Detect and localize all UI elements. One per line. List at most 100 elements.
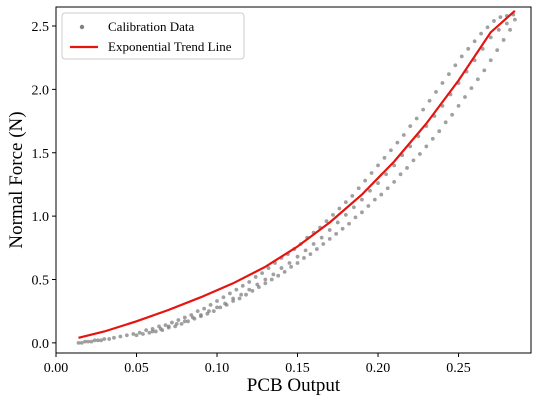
- data-point: [459, 54, 464, 59]
- data-point: [244, 292, 248, 297]
- data-point: [366, 204, 371, 208]
- data-point: [314, 247, 319, 251]
- x-tick-label: 0.15: [285, 361, 310, 376]
- data-point: [176, 318, 181, 322]
- data-point: [385, 186, 390, 191]
- data-point: [512, 17, 517, 22]
- data-point: [335, 220, 340, 225]
- legend-label-trend: Exponential Trend Line: [108, 39, 232, 54]
- data-point: [480, 46, 485, 51]
- data-point: [295, 261, 300, 265]
- data-point: [372, 197, 377, 202]
- data-point: [137, 330, 142, 335]
- data-point: [450, 112, 455, 117]
- data-point: [263, 277, 268, 282]
- data-point: [302, 256, 306, 260]
- data-point: [102, 337, 107, 341]
- data-point: [443, 120, 448, 125]
- data-point: [215, 299, 219, 303]
- y-tick-label: 2.0: [32, 83, 50, 98]
- data-point: [240, 283, 245, 288]
- data-point: [411, 158, 416, 163]
- data-point: [199, 313, 203, 317]
- axes-frame: [55, 6, 532, 354]
- data-point: [83, 339, 87, 344]
- legend-label-calibration: Calibration Data: [108, 19, 195, 34]
- data-point: [247, 280, 252, 284]
- data-point: [79, 340, 84, 345]
- data-point: [92, 338, 97, 343]
- data-point: [360, 197, 364, 202]
- data-point: [231, 296, 236, 301]
- data-point: [504, 21, 509, 26]
- data-point: [343, 212, 348, 217]
- data-point: [279, 266, 284, 270]
- data-point: [496, 27, 501, 32]
- data-point: [475, 77, 480, 82]
- data-point: [408, 144, 413, 149]
- data-point: [360, 210, 364, 215]
- data-point: [247, 287, 252, 292]
- data-point: [144, 328, 149, 333]
- data-point: [392, 180, 397, 184]
- x-tick-label: 0.05: [124, 361, 149, 376]
- data-point: [321, 242, 326, 246]
- data-point: [434, 90, 438, 94]
- data-point: [508, 27, 512, 32]
- data-point: [340, 226, 345, 231]
- data-point: [239, 292, 244, 297]
- y-tick-label: 2.5: [32, 20, 50, 35]
- plot-area: [76, 9, 517, 345]
- data-point: [163, 323, 168, 328]
- data-point: [150, 329, 155, 334]
- data-point: [417, 152, 422, 156]
- data-point: [211, 309, 216, 314]
- data-point: [89, 339, 94, 344]
- data-point: [289, 264, 293, 269]
- data-point: [482, 68, 487, 73]
- data-point: [327, 237, 332, 241]
- data-point: [269, 277, 274, 282]
- data-point: [179, 321, 184, 326]
- data-point: [495, 48, 500, 52]
- data-point: [319, 235, 324, 240]
- data-point: [456, 103, 461, 108]
- data-point: [234, 287, 239, 292]
- data-point: [295, 254, 300, 259]
- data-point: [327, 228, 332, 232]
- legend-box: [61, 12, 245, 60]
- data-point: [223, 301, 227, 306]
- data-point: [250, 288, 255, 293]
- data-point: [488, 58, 493, 63]
- trend-line: [78, 9, 516, 339]
- data-point: [237, 296, 242, 301]
- data-point: [351, 205, 356, 210]
- data-point: [253, 275, 258, 279]
- data-point: [427, 98, 432, 103]
- data-point: [124, 333, 129, 338]
- legend-marker-calibration: [79, 24, 85, 30]
- data-point: [182, 319, 187, 324]
- data-point: [463, 95, 467, 99]
- data-point: [271, 272, 276, 277]
- data-point: [334, 231, 339, 236]
- data-point: [207, 309, 211, 314]
- data-point: [424, 144, 429, 149]
- data-point: [472, 39, 477, 44]
- data-point: [384, 172, 388, 177]
- data-point: [134, 333, 139, 338]
- data-point: [398, 172, 403, 177]
- x-tick-label: 0.10: [205, 361, 230, 376]
- x-tick-label: 0.25: [446, 361, 471, 376]
- data-point: [479, 31, 483, 36]
- data-point: [446, 72, 451, 77]
- data-point: [440, 81, 445, 85]
- y-tick-label: 1.5: [32, 147, 50, 162]
- data-point: [182, 315, 187, 320]
- data-point: [153, 329, 158, 334]
- data-point: [466, 46, 471, 51]
- data-point: [498, 15, 503, 20]
- data-point: [405, 166, 409, 170]
- y-tick-label: 1.0: [32, 210, 50, 225]
- data-point: [363, 178, 368, 183]
